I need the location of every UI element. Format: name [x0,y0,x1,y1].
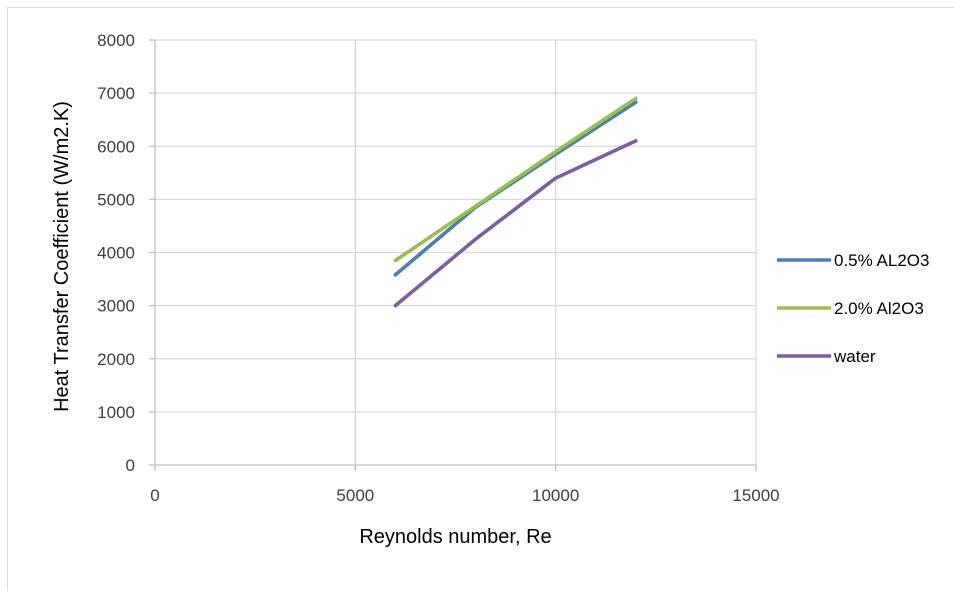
y-tick-label: 1000 [97,403,135,422]
y-tick-label: 8000 [97,31,135,50]
x-tick-label: 10000 [532,486,579,505]
series-line-2 [395,98,635,260]
y-axis-title: Heat Transfer Coefficient (W/m2.K) [51,101,73,412]
y-tick-label: 6000 [97,137,135,156]
y-tick-label: 4000 [97,244,135,263]
y-tick-label: 3000 [97,297,135,316]
y-tick-label: 0 [126,456,135,475]
legend: 0.5% AL2O3 2.0% Al2O3 water [777,251,929,366]
legend-label-3: water [833,347,876,366]
x-tick-label: 0 [150,486,159,505]
gridlines [155,40,756,465]
y-tick-label: 5000 [97,190,135,209]
x-tick-label: 5000 [336,486,374,505]
series-lines [395,98,635,305]
axes [149,40,756,471]
x-tick-label: 15000 [732,486,779,505]
legend-label-2: 2.0% Al2O3 [834,299,924,318]
y-tick-label: 7000 [97,84,135,103]
series-line-1 [395,102,635,275]
legend-label-1: 0.5% AL2O3 [834,251,929,270]
y-tick-label: 2000 [97,350,135,369]
x-axis-title: Reynolds number, Re [359,526,551,548]
series-line-3 [395,141,635,306]
